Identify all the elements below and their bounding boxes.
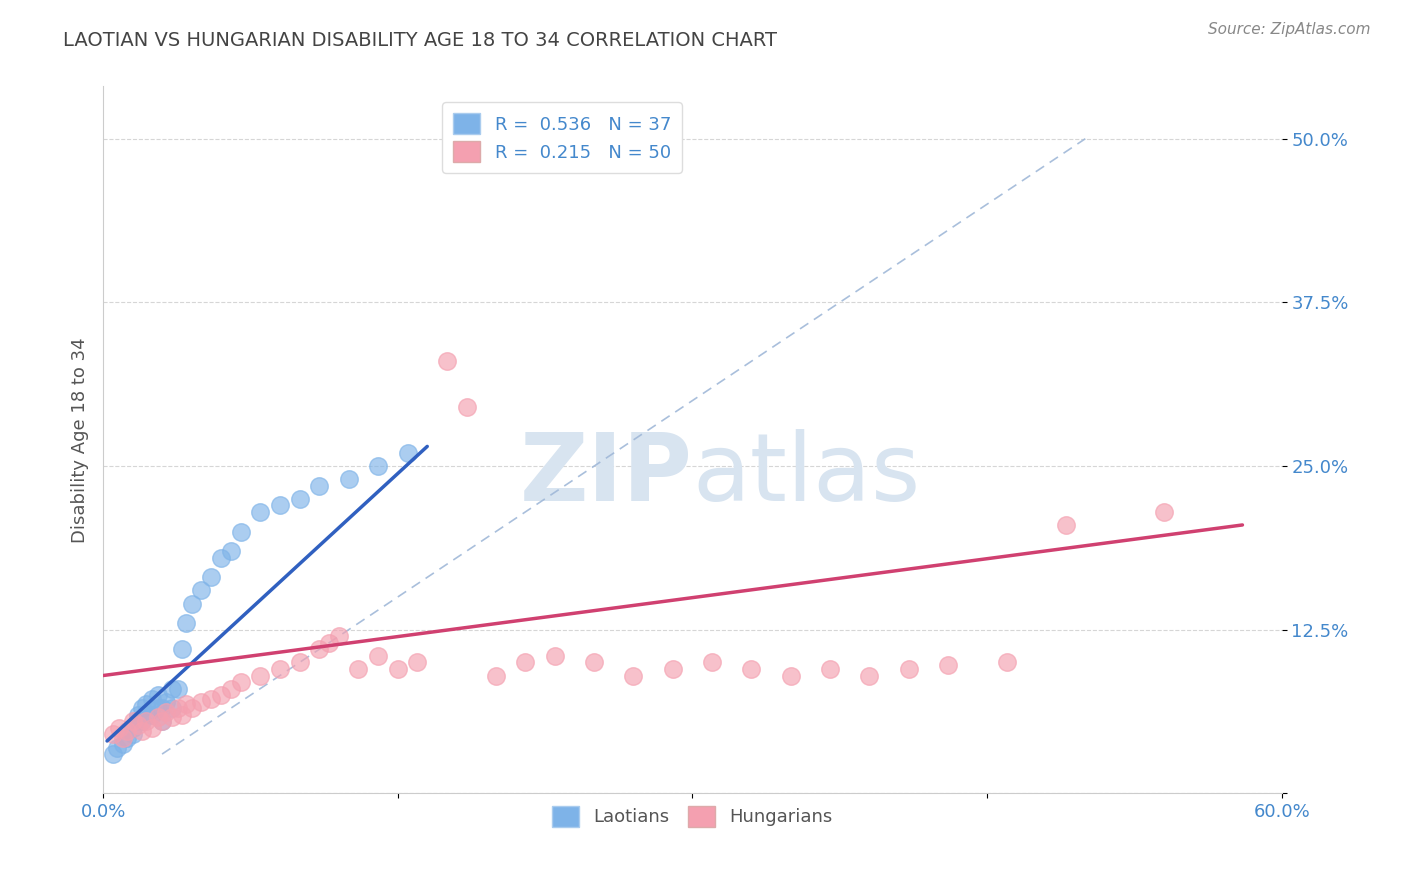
Point — [367, 458, 389, 473]
Point — [115, 731, 138, 746]
Point — [396, 446, 419, 460]
Point — [135, 707, 157, 722]
Point — [288, 656, 311, 670]
Point — [160, 710, 183, 724]
Point — [127, 707, 149, 722]
Point — [936, 658, 959, 673]
Point — [121, 714, 143, 729]
Point — [406, 656, 429, 670]
Point — [141, 707, 163, 722]
Point — [209, 688, 232, 702]
Point — [131, 714, 153, 729]
Point — [337, 472, 360, 486]
Point — [111, 737, 134, 751]
Point — [101, 727, 124, 741]
Point — [200, 692, 222, 706]
Point — [583, 656, 606, 670]
Point — [166, 701, 188, 715]
Point — [111, 731, 134, 746]
Point — [328, 629, 350, 643]
Point — [818, 662, 841, 676]
Point — [101, 747, 124, 761]
Point — [150, 714, 173, 729]
Point — [105, 740, 128, 755]
Point — [127, 718, 149, 732]
Point — [700, 656, 723, 670]
Point — [779, 668, 801, 682]
Point — [108, 721, 131, 735]
Point — [485, 668, 508, 682]
Point — [160, 681, 183, 696]
Point — [436, 354, 458, 368]
Point — [995, 656, 1018, 670]
Point — [367, 648, 389, 663]
Point — [121, 721, 143, 735]
Point — [662, 662, 685, 676]
Point — [146, 710, 169, 724]
Point — [180, 597, 202, 611]
Point — [515, 656, 537, 670]
Point — [190, 695, 212, 709]
Legend: Laotians, Hungarians: Laotians, Hungarians — [546, 798, 839, 834]
Point — [150, 714, 173, 729]
Point — [160, 701, 183, 715]
Point — [623, 668, 645, 682]
Text: LAOTIAN VS HUNGARIAN DISABILITY AGE 18 TO 34 CORRELATION CHART: LAOTIAN VS HUNGARIAN DISABILITY AGE 18 T… — [63, 31, 778, 50]
Point — [318, 636, 340, 650]
Text: ZIP: ZIP — [520, 429, 692, 521]
Point — [544, 648, 567, 663]
Point — [166, 681, 188, 696]
Point — [174, 698, 197, 712]
Point — [269, 662, 291, 676]
Point — [127, 714, 149, 729]
Point — [209, 550, 232, 565]
Point — [141, 721, 163, 735]
Point — [115, 723, 138, 738]
Point — [347, 662, 370, 676]
Point — [456, 400, 478, 414]
Point — [387, 662, 409, 676]
Point — [249, 668, 271, 682]
Y-axis label: Disability Age 18 to 34: Disability Age 18 to 34 — [72, 337, 89, 542]
Point — [155, 695, 177, 709]
Point — [897, 662, 920, 676]
Point — [135, 698, 157, 712]
Point — [740, 662, 762, 676]
Point — [1054, 518, 1077, 533]
Point — [146, 688, 169, 702]
Point — [150, 701, 173, 715]
Point — [121, 727, 143, 741]
Point — [219, 544, 242, 558]
Point — [229, 675, 252, 690]
Point — [146, 701, 169, 715]
Text: Source: ZipAtlas.com: Source: ZipAtlas.com — [1208, 22, 1371, 37]
Point — [155, 705, 177, 719]
Point — [131, 701, 153, 715]
Point — [190, 583, 212, 598]
Point — [174, 616, 197, 631]
Point — [308, 642, 330, 657]
Point — [249, 505, 271, 519]
Point — [200, 570, 222, 584]
Point — [229, 524, 252, 539]
Point — [308, 478, 330, 492]
Point — [170, 642, 193, 657]
Point — [288, 491, 311, 506]
Point — [131, 723, 153, 738]
Point — [858, 668, 880, 682]
Point — [219, 681, 242, 696]
Text: atlas: atlas — [692, 429, 921, 521]
Point — [170, 707, 193, 722]
Point — [180, 701, 202, 715]
Point — [141, 692, 163, 706]
Point — [135, 714, 157, 729]
Point — [1153, 505, 1175, 519]
Point — [269, 498, 291, 512]
